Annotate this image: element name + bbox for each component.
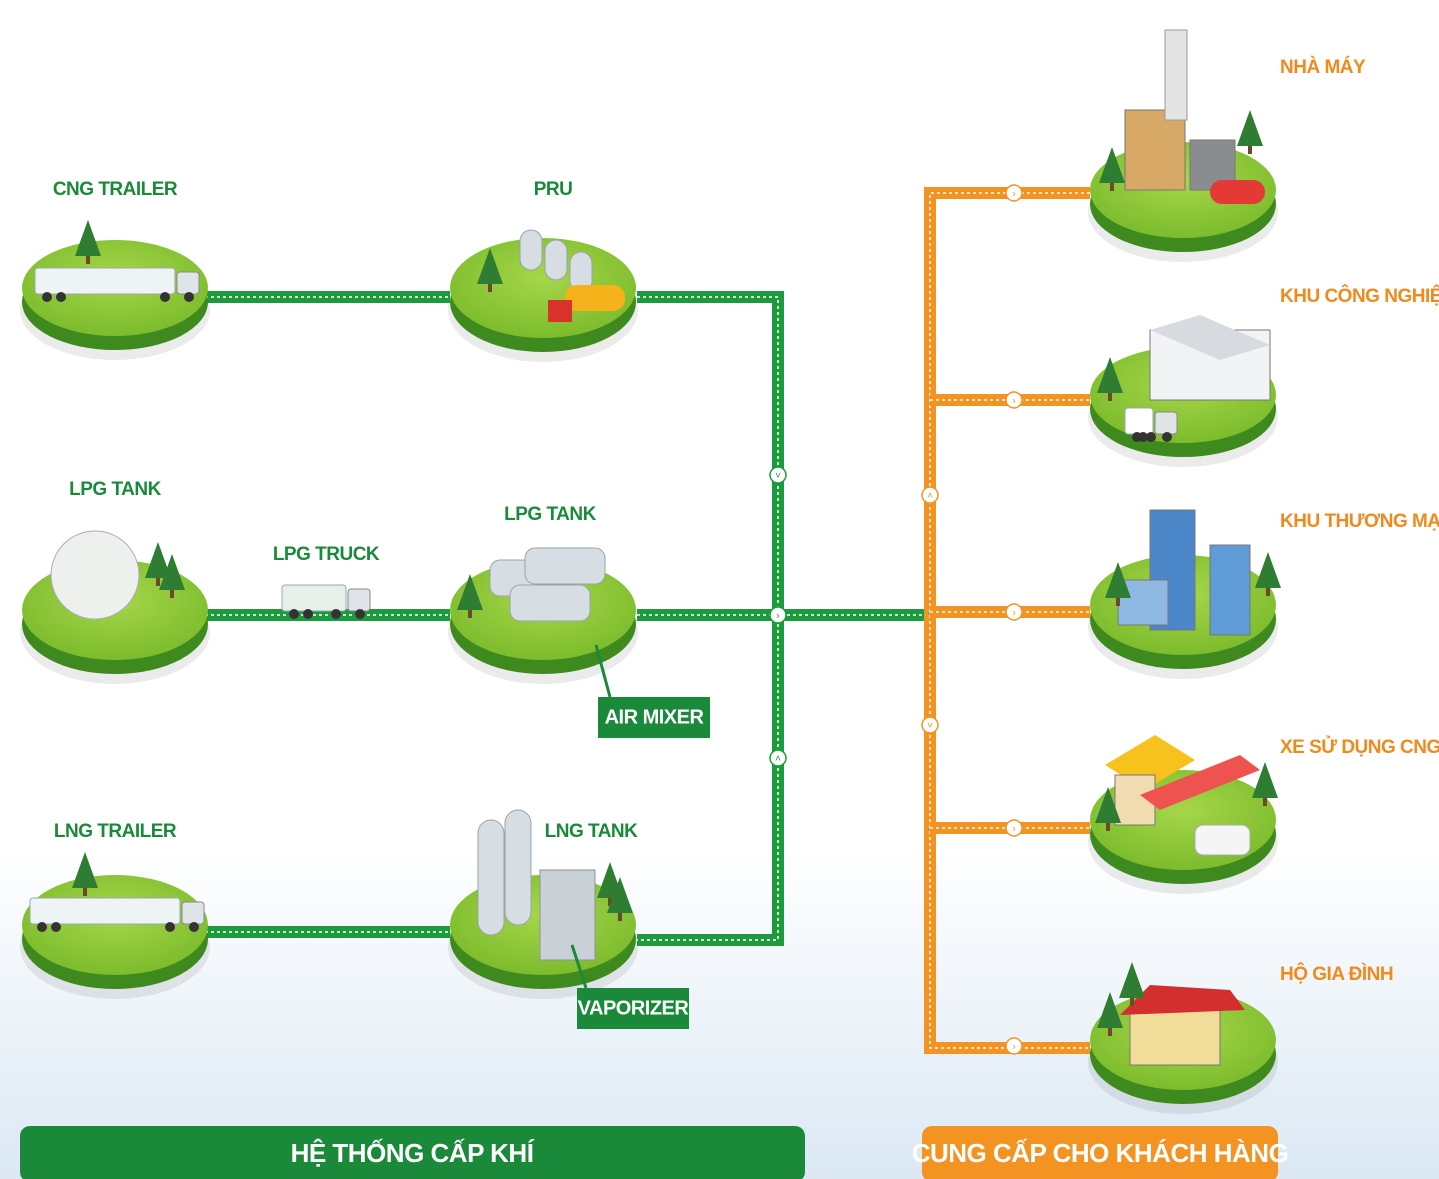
cab xyxy=(348,589,370,611)
tank xyxy=(520,230,542,270)
wheel xyxy=(37,922,47,932)
tanker-cab xyxy=(548,300,572,322)
wheel xyxy=(189,922,199,932)
vaporizer xyxy=(540,870,595,960)
tank xyxy=(510,585,590,621)
wheel xyxy=(42,292,52,302)
island-top xyxy=(22,875,208,975)
footer-title: HỆ THỐNG CẤP KHÍ xyxy=(291,1138,535,1168)
label: LPG TANK xyxy=(69,479,161,500)
tower xyxy=(1165,30,1187,120)
page: {"sources": [ {"label": "CNG TRAILER"}, … xyxy=(0,0,1439,1179)
label: HỘ GIA ĐÌNH xyxy=(1280,963,1393,985)
flow-arrow-glyph: › xyxy=(1012,608,1015,619)
wheel xyxy=(331,609,341,619)
label: LPG TRUCK xyxy=(273,544,380,565)
wheel xyxy=(355,609,365,619)
building xyxy=(1125,110,1185,190)
wheel xyxy=(1162,432,1172,442)
tank xyxy=(505,810,531,925)
wheel xyxy=(289,609,299,619)
label: LNG TANK xyxy=(545,821,639,842)
wheel xyxy=(1138,432,1148,442)
flow-arrow-glyph: › xyxy=(776,611,779,622)
label: LPG TANK xyxy=(504,504,596,525)
trailer xyxy=(35,268,175,294)
flow-arrow-glyph: › xyxy=(1012,189,1015,200)
label: VAPORIZER xyxy=(578,997,690,1019)
cab xyxy=(177,272,199,294)
trailer xyxy=(282,585,346,611)
tanker xyxy=(565,285,625,311)
flow-arrow-glyph: › xyxy=(1012,824,1015,835)
building xyxy=(1130,1010,1220,1065)
flow-arrow-glyph: › xyxy=(1012,396,1015,407)
label: KHU THƯƠNG MẠI xyxy=(1280,511,1439,532)
diagram: ˅ › ˄ ˄ ˅ › › › › › CNG TRAILER PRU LPG TANK LPG … xyxy=(0,0,1439,1179)
label: CNG TRAILER xyxy=(53,179,178,200)
sphere-tank xyxy=(51,531,139,619)
label: XE SỬ DỤNG CNG xyxy=(1280,736,1439,758)
wheel xyxy=(165,922,175,932)
footer-title: CUNG CẤP CHO KHÁCH HÀNG xyxy=(912,1138,1289,1168)
wheel xyxy=(56,292,66,302)
tank xyxy=(545,240,567,280)
wheel xyxy=(184,292,194,302)
tank xyxy=(525,548,605,584)
flow-arrow-glyph: ˅ xyxy=(927,721,933,732)
red-tank xyxy=(1210,180,1265,204)
flow-arrow-glyph: ˄ xyxy=(927,491,933,502)
trailer xyxy=(30,898,180,924)
flow-arrow-glyph: › xyxy=(1012,1042,1015,1053)
building xyxy=(1210,545,1250,635)
label: AIR MIXER xyxy=(605,706,705,728)
car xyxy=(1195,825,1250,855)
label: NHÀ MÁY xyxy=(1280,56,1366,78)
wheel xyxy=(51,922,61,932)
flow-arrow-glyph: ˄ xyxy=(775,754,781,765)
wheel xyxy=(303,609,313,619)
cab xyxy=(182,902,204,924)
cab xyxy=(1155,412,1177,434)
label: PRU xyxy=(534,179,573,200)
trailer xyxy=(1125,408,1153,434)
tank xyxy=(478,820,504,935)
label: LNG TRAILER xyxy=(54,821,177,842)
flow-arrow-glyph: ˅ xyxy=(775,471,781,482)
label: KHU CÔNG NGHIỆP xyxy=(1280,285,1439,307)
wheel xyxy=(160,292,170,302)
